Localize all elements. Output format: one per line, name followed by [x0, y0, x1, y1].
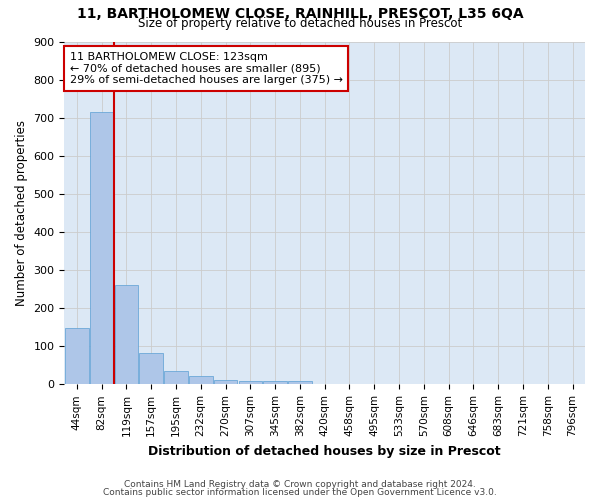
- Bar: [139, 352, 163, 384]
- Bar: [115, 285, 138, 384]
- Text: 11 BARTHOLOMEW CLOSE: 123sqm
← 70% of detached houses are smaller (895)
29% of s: 11 BARTHOLOMEW CLOSE: 123sqm ← 70% of de…: [70, 52, 343, 85]
- Text: 11, BARTHOLOMEW CLOSE, RAINHILL, PRESCOT, L35 6QA: 11, BARTHOLOMEW CLOSE, RAINHILL, PRESCOT…: [77, 8, 523, 22]
- Bar: [214, 380, 238, 384]
- Text: Contains public sector information licensed under the Open Government Licence v3: Contains public sector information licen…: [103, 488, 497, 497]
- Bar: [263, 380, 287, 384]
- Text: Size of property relative to detached houses in Prescot: Size of property relative to detached ho…: [138, 18, 462, 30]
- Bar: [239, 380, 262, 384]
- Bar: [164, 370, 188, 384]
- Y-axis label: Number of detached properties: Number of detached properties: [15, 120, 28, 306]
- Bar: [90, 112, 113, 384]
- Bar: [65, 328, 89, 384]
- X-axis label: Distribution of detached houses by size in Prescot: Distribution of detached houses by size …: [148, 444, 501, 458]
- Bar: [189, 376, 212, 384]
- Text: Contains HM Land Registry data © Crown copyright and database right 2024.: Contains HM Land Registry data © Crown c…: [124, 480, 476, 489]
- Bar: [288, 380, 311, 384]
